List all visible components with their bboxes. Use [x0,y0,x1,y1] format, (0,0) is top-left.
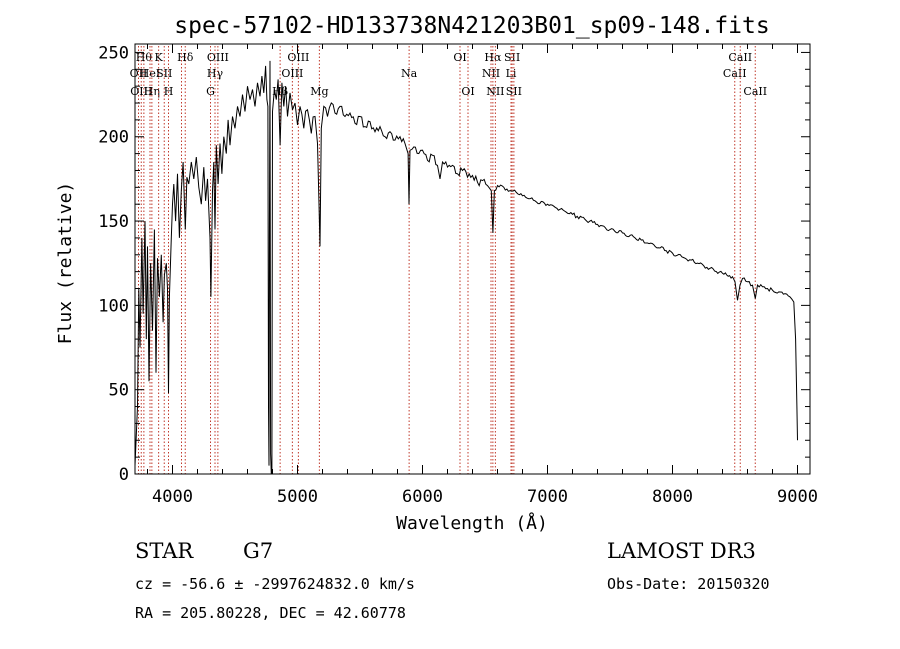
spectral-line-markers: OII OIII Hθ HeI Hη K SII H Hδ G Hγ OIII Hβ OIII OIII Mg… [130,46,767,474]
line-marker-label: OIII [281,67,303,80]
line-marker-label: OII [130,67,148,80]
x-tick-label: 8000 [652,487,693,507]
line-marker-label: Hδ [177,51,194,64]
line-marker-label: NII [482,67,500,80]
line-marker-label: SII [506,85,522,98]
x-axis-label: Wavelength (Å) [396,512,548,534]
line-marker-label: Li [506,67,517,80]
y-tick-label: 250 [98,43,129,63]
line-marker-label: K [155,51,164,64]
object-type: STAR [135,539,194,563]
x-tick-label: 7000 [527,487,568,507]
line-marker-label: HeI [140,67,160,80]
line-marker-label: G [206,85,215,98]
chart-title: spec-57102-HD133738N421203B01_sp09-148.f… [174,13,769,39]
survey-name: LAMOST DR3 [607,539,756,563]
line-marker-label: CaII [723,67,747,80]
line-marker-label: CaII [743,85,767,98]
spectral-subclass: G7 [243,539,274,563]
x-tick-label: 4000 [152,487,193,507]
spectrum-series [134,60,798,475]
y-tick-label: 0 [119,465,129,485]
line-marker-label: OI [453,51,466,64]
line-marker-label: OI [461,85,474,98]
line-marker-label: SII [156,67,172,80]
redshift-readout: cz = -56.6 ± -2997624832.0 km/s [135,575,415,593]
y-tick-label: 150 [98,212,129,232]
y-axis-label: Flux (relative) [55,182,76,345]
line-marker-label: OIII [287,51,309,64]
line-marker-label: CaII [728,51,752,64]
x-tick-label: 9000 [777,487,818,507]
obs-date: Obs-Date: 20150320 [607,575,770,593]
line-marker-label: Hθ [136,51,153,64]
line-marker-label: Hβ [272,85,288,98]
y-tick-label: 200 [98,128,129,148]
line-marker-label: Mg [310,85,328,98]
line-marker-label: NII [486,85,504,98]
line-marker-label: SII [504,51,520,64]
line-marker-label: OIII [207,51,229,64]
axes: 4000 5000 6000 7000 8000 9000 0 50 100 150 200 250 [98,43,818,507]
coordinates: RA = 205.80228, DEC = 42.60778 [135,604,406,622]
line-marker-label: Hα [484,51,502,64]
y-tick-label: 100 [98,296,129,316]
line-marker-label: H [164,85,174,98]
x-tick-label: 6000 [402,487,443,507]
x-tick-label: 5000 [277,487,318,507]
line-marker-label: Hη [144,85,160,98]
line-marker-label: Hγ [207,67,224,80]
line-marker-label: OIII [130,85,152,98]
line-marker-label: Na [401,67,418,80]
y-tick-label: 50 [109,381,129,401]
spectrum-line [134,60,798,475]
plot-frame [134,43,811,475]
